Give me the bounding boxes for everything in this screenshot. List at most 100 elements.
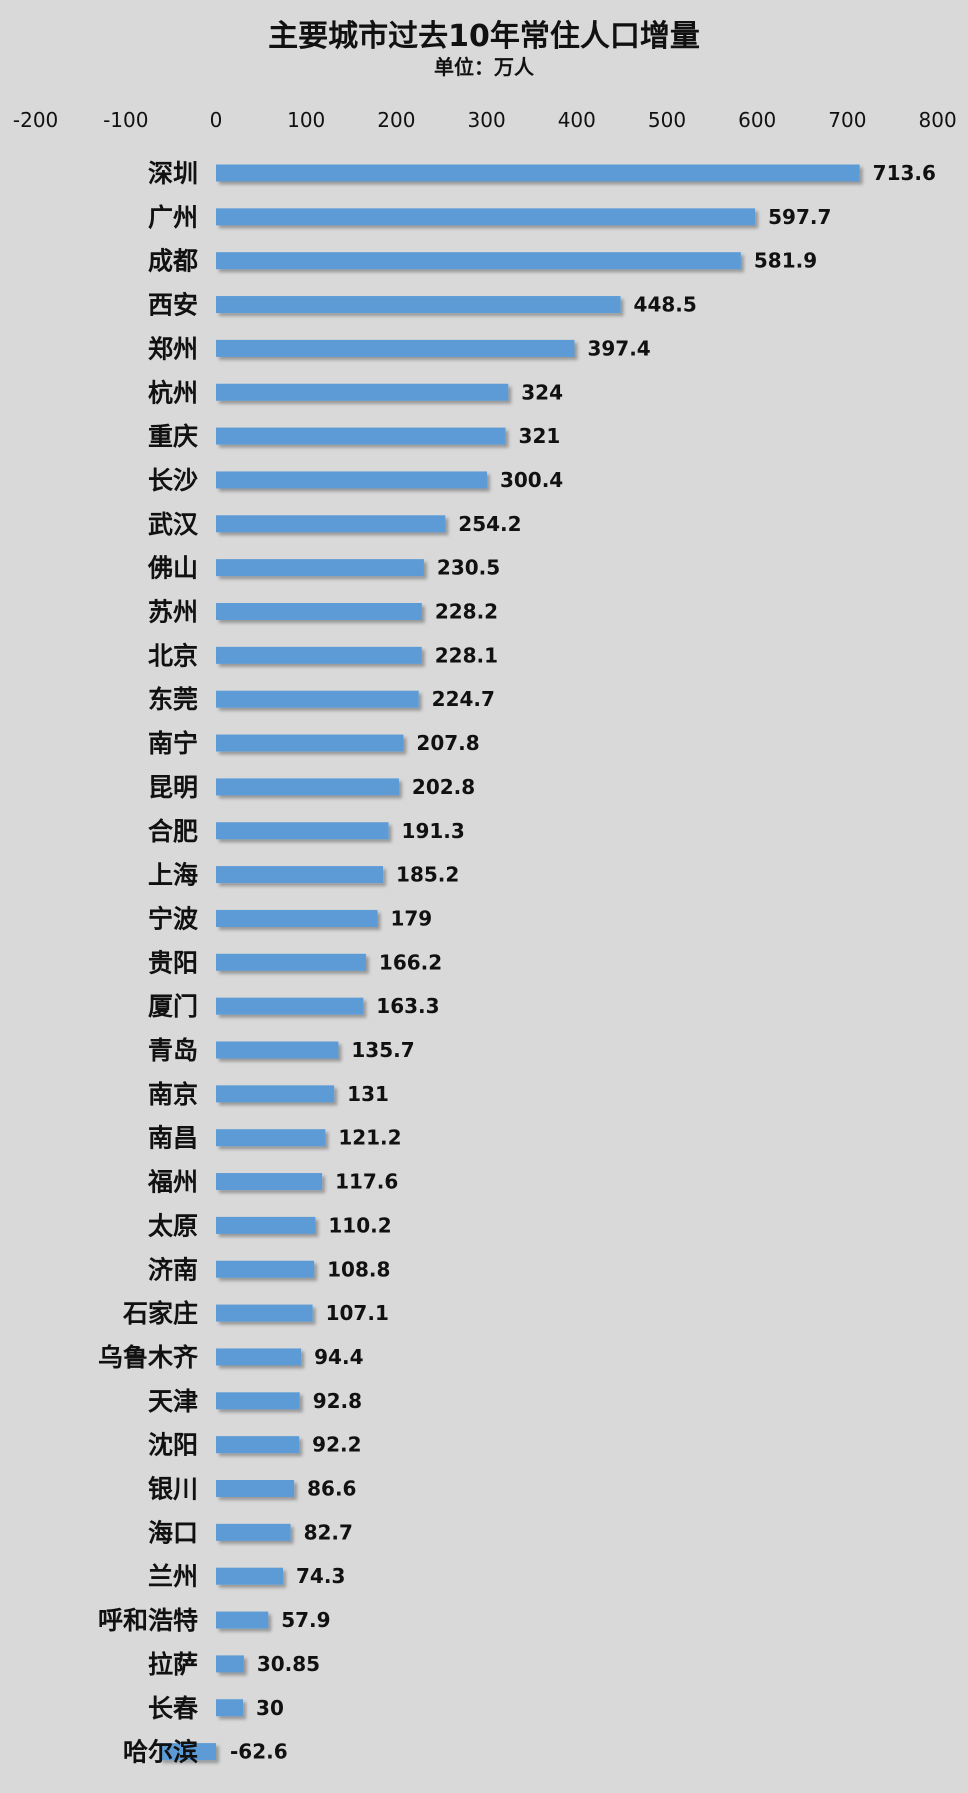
category-label: 济南 [148, 1255, 198, 1284]
data-label: 163.3 [376, 994, 439, 1018]
data-label: 86.6 [307, 1477, 356, 1501]
bar [216, 427, 506, 445]
data-label: 207.8 [416, 731, 479, 755]
category-label: 哈尔滨 [123, 1738, 198, 1767]
x-tick-label: 800 [919, 108, 957, 132]
bar [216, 252, 741, 270]
category-label: 南宁 [148, 729, 198, 758]
data-label: 110.2 [328, 1213, 391, 1237]
category-label: 沈阳 [148, 1431, 198, 1460]
bar [216, 866, 384, 884]
bar [216, 1129, 326, 1147]
category-label: 上海 [148, 861, 198, 890]
bar [216, 734, 404, 752]
category-label: 石家庄 [122, 1299, 198, 1328]
bar [216, 1655, 244, 1673]
data-label: 30.85 [257, 1652, 320, 1676]
category-label: 太原 [148, 1211, 198, 1240]
x-tick-label: 600 [738, 108, 776, 132]
data-label: 108.8 [327, 1257, 390, 1281]
bar [216, 339, 575, 357]
x-tick-label: -200 [13, 108, 58, 132]
category-label: 呼和浩特 [98, 1606, 198, 1635]
bar [216, 909, 378, 927]
data-label: 448.5 [634, 293, 697, 317]
x-tick-label: -100 [103, 108, 148, 132]
data-label: 191.3 [402, 819, 465, 843]
bar [216, 559, 424, 577]
category-label: 南昌 [148, 1124, 198, 1153]
bars [159, 164, 860, 1761]
data-label: 228.1 [435, 643, 498, 667]
bar [216, 164, 860, 182]
data-label: 597.7 [768, 205, 831, 229]
category-label: 银川 [148, 1475, 198, 1504]
category-label: 武汉 [148, 510, 199, 539]
bar [216, 383, 509, 401]
x-tick-label: 100 [287, 108, 325, 132]
data-label: 131 [347, 1082, 389, 1106]
category-label: 西安 [148, 291, 198, 320]
data-label: 254.2 [458, 512, 521, 536]
x-tick-label: 200 [377, 108, 415, 132]
category-label: 昆明 [148, 773, 198, 802]
bar [216, 953, 366, 971]
bar [216, 471, 487, 489]
data-label: 321 [519, 424, 561, 448]
bar [216, 1216, 316, 1234]
data-label: 228.2 [435, 600, 498, 624]
data-label: 581.9 [754, 249, 817, 273]
category-label: 拉萨 [148, 1650, 198, 1679]
category-label: 成都 [148, 247, 198, 276]
data-label: 397.4 [587, 336, 650, 360]
bar [216, 1304, 313, 1322]
bar [216, 208, 756, 226]
bar [216, 1436, 300, 1454]
data-label: 107.1 [326, 1301, 389, 1325]
bar [216, 690, 419, 708]
data-label: 92.2 [312, 1433, 361, 1457]
data-label: 82.7 [304, 1520, 353, 1544]
category-label: 佛山 [147, 554, 198, 583]
data-label: 179 [390, 906, 432, 930]
category-label: 南京 [148, 1080, 198, 1109]
category-label: 广州 [148, 203, 198, 232]
data-label: 202.8 [412, 775, 475, 799]
data-label: 713.6 [873, 161, 936, 185]
bar [216, 822, 389, 840]
bar [216, 296, 621, 314]
data-label: 117.6 [335, 1170, 398, 1194]
category-label: 长沙 [148, 466, 198, 495]
x-tick-label: 300 [468, 108, 506, 132]
bar [216, 1480, 295, 1497]
category-label: 合肥 [148, 817, 198, 846]
category-label: 天津 [148, 1387, 198, 1416]
category-label: 乌鲁木齐 [98, 1343, 199, 1372]
data-label: 74.3 [296, 1564, 345, 1588]
category-label: 深圳 [148, 159, 198, 188]
category-label: 长春 [148, 1694, 198, 1723]
bar [216, 1611, 269, 1629]
category-label: 海口 [148, 1518, 198, 1547]
data-label: 300.4 [500, 468, 563, 492]
bar [216, 1041, 339, 1059]
data-label: 185.2 [396, 863, 459, 887]
bar [216, 1173, 323, 1191]
bar [216, 778, 399, 796]
bar [216, 646, 422, 664]
chart-title: 主要城市过去10年常住人口增量 [268, 19, 700, 54]
data-label: 166.2 [379, 950, 442, 974]
category-label: 重庆 [148, 422, 198, 451]
data-label: 30 [256, 1696, 284, 1720]
x-axis-ticks: -200 -100 0 100 200 300 400 500 600 700 800 [13, 108, 957, 132]
bar [216, 1348, 302, 1366]
category-label: 青岛 [148, 1036, 198, 1065]
x-tick-label: 400 [558, 108, 596, 132]
category-labels: 深圳广州成都西安郑州杭州重庆长沙武汉佛山苏州北京东莞南宁昆明合肥上海宁波贵阳厦门… [98, 159, 199, 1767]
data-label: 57.9 [281, 1608, 330, 1632]
data-label: 92.8 [313, 1389, 362, 1413]
category-label: 厦门 [148, 992, 198, 1021]
data-label: 324 [521, 380, 563, 404]
data-label: 121.2 [338, 1126, 401, 1150]
